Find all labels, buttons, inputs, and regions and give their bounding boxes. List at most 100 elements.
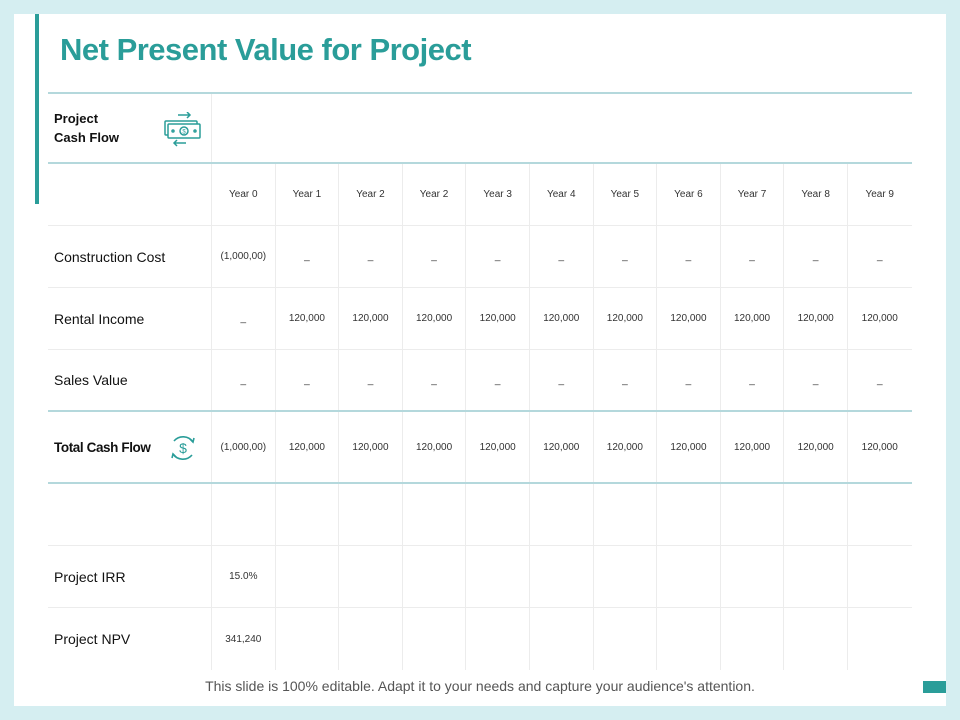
table-cell: _ [212,288,276,349]
table-cell: 120,000 [403,288,467,349]
table-cell: _ [784,350,848,410]
blank-cell [339,546,403,607]
table-cell: _ [276,350,340,410]
table-cell: _ [784,226,848,287]
blank-cell [721,484,785,545]
blank-cell [466,484,530,545]
blank-cell [212,484,276,545]
table-cell: 120,000 [594,288,658,349]
accent-bar [35,14,39,204]
blank-cell [276,608,340,670]
year-header: Year 0 [212,164,276,225]
blank-cell [530,484,594,545]
year-header: Year 2 [403,164,467,225]
table-cell: _ [403,226,467,287]
svg-text:$: $ [182,130,186,136]
table-row-total-cash-flow: Total Cash Flow $ (1,000,00) 120,000 120… [48,412,912,484]
table-cell: _ [721,350,785,410]
table-row-rental-income: Rental Income _ 120,000 120,000 120,000 … [48,288,912,350]
year-header: Year 2 [339,164,403,225]
table-cell: _ [657,350,721,410]
table-row-project-irr: Project IRR 15.0% [48,546,912,608]
table-cell: _ [466,226,530,287]
table-cell: _ [657,226,721,287]
blank-cell [466,546,530,607]
cash-flow-table: Project Cash Flow $ Year 0 Year 1 Year 2… [48,92,912,670]
year-header: Year 4 [530,164,594,225]
blank-cell [466,608,530,670]
table-cell: 120,000 [339,288,403,349]
table-cell: _ [466,350,530,410]
svg-text:$: $ [179,440,187,456]
blank-cell [721,608,785,670]
year-header: Year 3 [466,164,530,225]
blank-cell [848,546,912,607]
blank-cell [403,608,467,670]
year-header-blank [48,164,212,225]
table-cell: _ [530,226,594,287]
table-cell: 120,000 [466,412,530,482]
table-cell: _ [530,350,594,410]
blank-cell [848,608,912,670]
table-cell: _ [339,350,403,410]
row-label: Construction Cost [48,226,212,287]
table-cell: 120,000 [339,412,403,482]
table-cell: _ [594,350,658,410]
year-header: Year 6 [657,164,721,225]
table-cell: _ [276,226,340,287]
dollar-cycle-icon: $ [171,436,195,460]
table-cell: 120,000 [594,412,658,482]
blank-cell [339,484,403,545]
blank-cell [276,546,340,607]
row-label: Rental Income [48,288,212,349]
table-cell: 120,000 [403,412,467,482]
blank-cell [530,546,594,607]
year-header: Year 8 [784,164,848,225]
blank-cell [403,484,467,545]
table-cell: (1,000,00) [212,226,276,287]
table-cell: 120,000 [784,288,848,349]
year-header-row: Year 0 Year 1 Year 2 Year 2 Year 3 Year … [48,164,912,226]
npv-value: 341,240 [212,608,276,670]
blank-cell [657,484,721,545]
blank-cell [339,608,403,670]
header-label-line2: Cash Flow [54,130,120,145]
blank-cell [657,608,721,670]
table-cell: 120,000 [861,313,898,324]
table-cell: 120,000 [276,412,340,482]
table-cell: 120,000 [657,288,721,349]
table-cell: 120,000 [861,441,898,453]
blank-cell [594,484,658,545]
table-row-sales-value: Sales Value _ _ _ _ _ _ _ _ _ _ _ [48,350,912,412]
blank-cell [48,484,212,545]
blank-cell [594,546,658,607]
table-cell: 120,000 [530,412,594,482]
table-cell: 120,000 [721,288,785,349]
table-cell: _ [876,251,883,262]
table-cell: _ [339,226,403,287]
row-label: Sales Value [48,350,212,410]
blank-cell [721,546,785,607]
blank-cell [848,484,912,545]
blank-cell [403,546,467,607]
year-header: Year 1 [276,164,340,225]
page-title: Net Present Value for Project [60,32,472,67]
table-cell: 120,000 [657,412,721,482]
footer-accent-tab [923,681,946,693]
blank-cell [657,546,721,607]
money-exchange-icon: $ [164,112,201,147]
header-label-line1: Project [54,111,99,126]
table-header-row: Project Cash Flow $ [48,92,912,164]
blank-cell [530,608,594,670]
blank-cell [784,546,848,607]
table-cell: 120,000 [721,412,785,482]
blank-cell [784,484,848,545]
row-label: Project NPV [48,608,212,670]
table-cell: 120,000 [530,288,594,349]
table-cell: _ [876,374,883,386]
table-row-construction-cost: Construction Cost (1,000,00) _ _ _ _ _ _… [48,226,912,288]
blank-cell [784,608,848,670]
year-header: Year 9 [865,189,894,200]
total-row-label: Total Cash Flow [48,412,212,482]
table-cell: _ [403,350,467,410]
